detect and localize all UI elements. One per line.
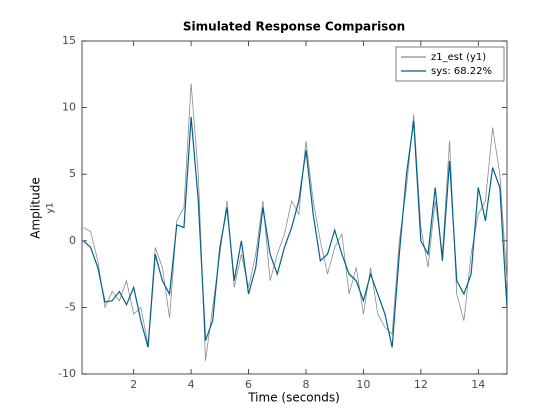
legend-label: sys: 68.22%	[431, 66, 492, 77]
x-tick-label: 4	[188, 378, 195, 391]
legend-label: z1_est (y1)	[431, 52, 486, 63]
x-tick-label: 10	[356, 378, 370, 391]
y-axis-sublabel: y1	[46, 202, 56, 213]
legend-box	[395, 46, 505, 82]
y-tick-label: 5	[69, 167, 76, 180]
x-tick-label: 6	[245, 378, 252, 391]
x-axis-label: Time (seconds)	[247, 391, 340, 405]
y-axis-label: Amplitude	[29, 177, 43, 239]
x-tick-label: 12	[414, 378, 428, 391]
series-line	[83, 116, 508, 348]
y-tick-label: 10	[62, 101, 76, 114]
x-tick-label: 2	[130, 378, 137, 391]
x-tick-label: 8	[302, 378, 309, 391]
y-tick-label: 0	[69, 234, 76, 247]
y-tick-label: -10	[58, 367, 76, 380]
plot-area	[81, 40, 508, 375]
chart-title: Simulated Response Comparison	[183, 20, 405, 34]
y-tick-label: -5	[65, 300, 76, 313]
y-tick-label: 15	[62, 34, 76, 47]
x-tick-label: 14	[471, 378, 485, 391]
